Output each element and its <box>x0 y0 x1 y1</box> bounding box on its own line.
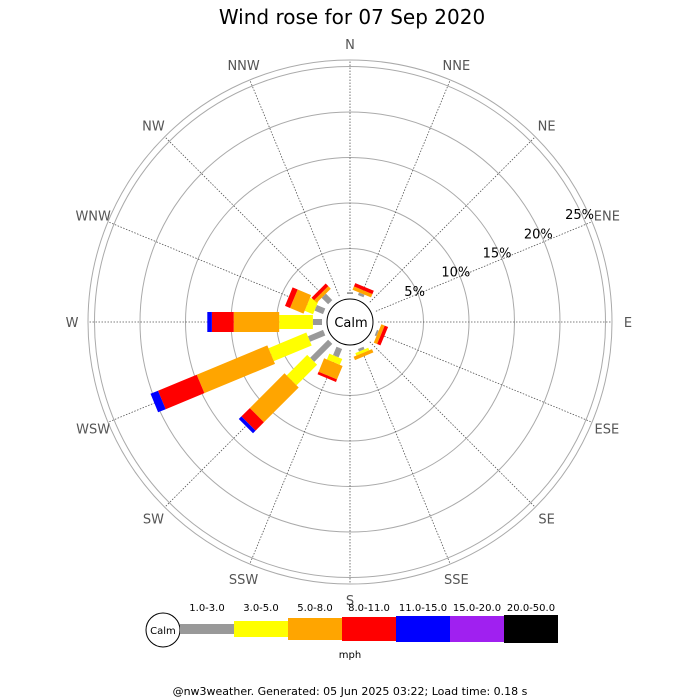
bar-SSW-5.0-8.0 <box>318 358 343 380</box>
bar-WNW-3.0-5.0 <box>304 297 319 315</box>
legend-swatch-15.0-20.0 <box>450 616 504 642</box>
outer-ring <box>87 59 613 585</box>
legend-label-20.0-50.0: 20.0-50.0 <box>507 603 555 614</box>
ring-label-10%: 10% <box>441 266 470 281</box>
bar-WSW-3.0-5.0 <box>268 332 312 362</box>
spoke-SSE <box>360 347 451 565</box>
bar-ESE-8.0-11.0 <box>377 325 389 346</box>
spoke-NNE <box>360 79 451 297</box>
bar-SW-8.0-11.0 <box>241 408 264 431</box>
bar-SW-3.0-5.0 <box>286 354 318 386</box>
bar-SW-11.0-15.0 <box>238 416 256 434</box>
ring-label-20%: 20% <box>524 227 553 242</box>
direction-label-SW: SW <box>143 513 164 528</box>
direction-label-W: W <box>66 316 79 331</box>
legend-label-11.0-15.0: 11.0-15.0 <box>399 603 447 614</box>
legend-swatch-20.0-50.0 <box>504 615 558 643</box>
legend-swatch-1.0-3.0 <box>180 624 234 634</box>
direction-label-NNW: NNW <box>227 59 259 74</box>
legend-swatch-11.0-15.0 <box>396 616 450 642</box>
ring-20% <box>139 111 561 533</box>
direction-label-NW: NW <box>142 119 165 134</box>
bar-N-1.0-3.0 <box>347 292 353 294</box>
ring-label-15%: 15% <box>483 246 512 261</box>
legend-units: mph <box>339 650 361 661</box>
direction-label-SSE: SSE <box>444 573 469 588</box>
calm-circle-shape <box>326 298 374 346</box>
bar-SSW-1.0-3.0 <box>333 346 343 358</box>
legend-calm-label: Calm <box>150 626 176 637</box>
spoke-NW <box>164 136 331 303</box>
bar-WSW-8.0-11.0 <box>158 374 205 410</box>
bar-NW-8.0-11.0 <box>311 283 329 301</box>
spoke-NE <box>369 136 536 303</box>
direction-label-WNW: WNW <box>75 210 111 225</box>
footer-text: @nw3weather. Generated: 05 Jun 2025 03:2… <box>173 685 528 698</box>
legend-label-3.0-5.0: 3.0-5.0 <box>243 603 278 614</box>
calm-circle: Calm <box>326 298 374 346</box>
bar-W-5.0-8.0 <box>233 312 280 332</box>
bar-WSW-1.0-3.0 <box>307 329 326 342</box>
bar-ESE-5.0-8.0 <box>373 324 385 344</box>
bar-SSW-3.0-5.0 <box>326 353 343 365</box>
spoke-SSW <box>249 347 340 565</box>
ring-25% <box>94 66 606 578</box>
bar-W-11.0-15.0 <box>207 312 212 332</box>
direction-label-N: N <box>345 38 355 53</box>
direction-label-S: S <box>346 594 354 609</box>
bar-WNW-1.0-3.0 <box>314 305 326 315</box>
bar-WSW-11.0-15.0 <box>150 390 166 413</box>
wind-bars <box>150 283 389 434</box>
direction-labels: N NNE NE ENE E ESE SE SSE S SSW SW WSW W WNW NW NNW <box>66 38 633 609</box>
ring-label-25%: 25% <box>565 208 594 223</box>
chart-title: Wind rose for 07 Sep 2020 <box>219 5 485 29</box>
direction-label-NE: NE <box>538 119 556 134</box>
direction-label-ESE: ESE <box>594 422 619 437</box>
bar-SSE-1.0-3.0 <box>357 346 365 352</box>
bar-W-3.0-5.0 <box>279 315 313 329</box>
bar-SSW-8.0-11.0 <box>317 371 337 382</box>
bar-WNW-5.0-8.0 <box>290 289 312 314</box>
legend-swatch-8.0-11.0 <box>342 617 396 641</box>
spoke-SE <box>369 341 536 508</box>
legend-label-5.0-8.0: 5.0-8.0 <box>297 603 332 614</box>
direction-label-NNE: NNE <box>443 59 471 74</box>
direction-label-E: E <box>624 316 632 331</box>
bar-SSE-5.0-8.0 <box>353 349 374 361</box>
direction-label-SE: SE <box>538 513 554 528</box>
ring-percent-labels: 5% 10% 15% 20% 25% <box>404 208 594 300</box>
bar-ESE-1.0-3.0 <box>374 329 379 337</box>
bar-SW-5.0-8.0 <box>249 373 299 423</box>
legend: Calm 1.0-3.0 3.0-5.0 5.0-8.0 8.0-11.0 11.0-15… <box>145 603 558 661</box>
spoke-ESE <box>375 332 593 423</box>
ring-label-5%: 5% <box>404 285 425 300</box>
legend-label-1.0-3.0: 1.0-3.0 <box>189 603 224 614</box>
bar-NW-1.0-3.0 <box>321 293 333 305</box>
spoke-NNW <box>249 79 340 297</box>
calm-label: Calm <box>334 316 367 331</box>
direction-label-WSW: WSW <box>76 422 110 437</box>
bar-NW-5.0-8.0 <box>314 286 331 303</box>
legend-label-8.0-11.0: 8.0-11.0 <box>348 603 390 614</box>
spoke-ENE <box>375 221 593 312</box>
bar-SW-1.0-3.0 <box>310 339 333 362</box>
bar-NNE-5.0-8.0 <box>352 286 373 298</box>
direction-label-SSW: SSW <box>229 573 259 588</box>
bar-W-1.0-3.0 <box>312 319 322 325</box>
bar-W-8.0-11.0 <box>211 312 234 332</box>
bar-NNE-1.0-3.0 <box>357 292 365 298</box>
legend-swatch-5.0-8.0 <box>288 618 342 640</box>
legend-label-15.0-20.0: 15.0-20.0 <box>453 603 501 614</box>
spoke-WNW <box>107 221 325 312</box>
bar-SSE-3.0-5.0 <box>355 347 370 356</box>
legend-swatch-3.0-5.0 <box>234 621 288 637</box>
bar-WSW-5.0-8.0 <box>196 345 275 394</box>
direction-label-ENE: ENE <box>594 210 620 225</box>
bar-WNW-8.0-11.0 <box>285 287 298 308</box>
bar-NNE-8.0-11.0 <box>353 283 374 295</box>
